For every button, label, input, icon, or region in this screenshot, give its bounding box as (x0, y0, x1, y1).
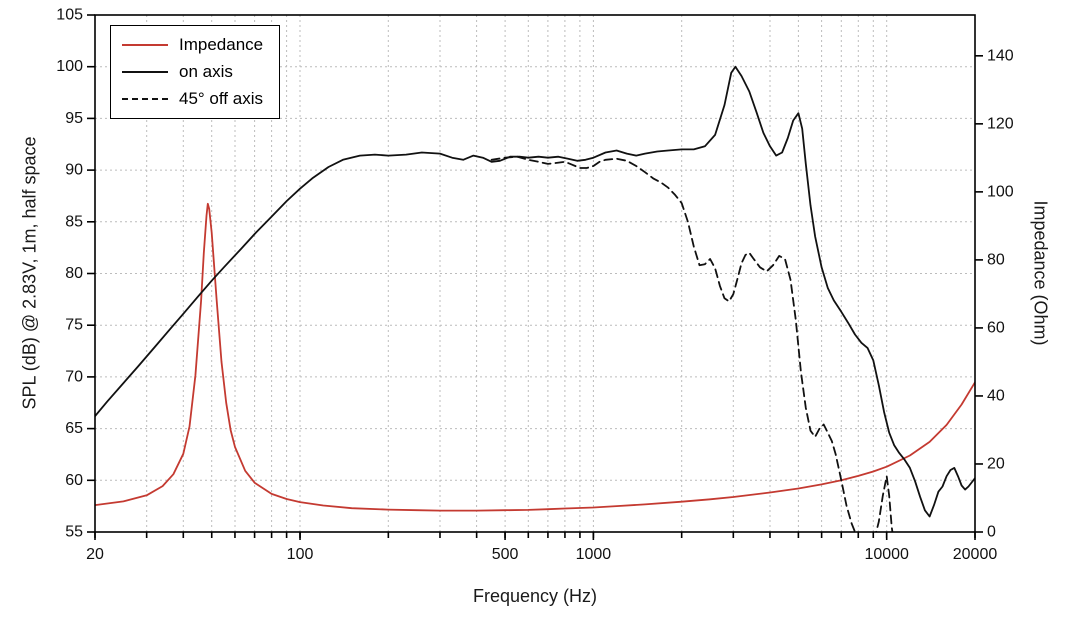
x-tick-label: 100 (287, 546, 314, 563)
legend-item-on-axis: on axis (122, 62, 263, 82)
gridlines (94, 14, 976, 533)
on-axis-line-swatch (122, 71, 168, 73)
right-tick-label: 140 (987, 47, 1014, 64)
legend-label-on-axis: on axis (179, 62, 233, 81)
left-tick-label: 80 (65, 265, 83, 282)
off-axis-45-curve (490, 155, 894, 532)
legend-item-45-off-axis: 45° off axis (122, 89, 263, 109)
x-tick-label: 500 (492, 546, 519, 563)
left-tick-label: 65 (65, 420, 83, 437)
right-y-axis-label: Impedance (Ohm) (1030, 200, 1051, 346)
left-tick-label: 70 (65, 368, 83, 385)
left-tick-label: 75 (65, 317, 83, 334)
right-tick-label: 0 (987, 524, 996, 541)
left-y-axis-label: SPL (dB) @ 2.83V, 1m, half space (19, 136, 40, 410)
right-tick-label: 100 (987, 183, 1014, 200)
x-tick-label: 10000 (864, 546, 909, 563)
x-tick-label: 1000 (576, 546, 612, 563)
right-tick-label: 40 (987, 387, 1005, 404)
left-tick-label: 90 (65, 162, 83, 179)
right-tick-label: 120 (987, 115, 1014, 132)
left-tick-label: 85 (65, 213, 83, 230)
legend: Impedance on axis 45° off axis (110, 25, 281, 119)
off-axis-line-swatch (122, 98, 168, 100)
left-tick-label: 95 (65, 110, 83, 127)
curves (95, 65, 975, 532)
impedance-line-swatch (122, 44, 168, 46)
left-tick-label: 105 (56, 7, 83, 24)
left-tick-label: 60 (65, 472, 83, 489)
legend-label-45-off-axis: 45° off axis (179, 89, 263, 108)
on-axis-curve (95, 65, 975, 518)
legend-item-impedance: Impedance (122, 35, 263, 55)
right-tick-label: 20 (987, 455, 1005, 472)
x-tick-label: 20000 (953, 546, 998, 563)
right-tick-label: 80 (987, 251, 1005, 268)
left-tick-label: 100 (56, 58, 83, 75)
x-tick-label: 20 (86, 546, 104, 563)
legend-label-impedance: Impedance (179, 35, 264, 54)
left-tick-label: 55 (65, 524, 83, 541)
ticks (87, 14, 983, 540)
impedance-curve (95, 202, 975, 512)
x-axis-label: Frequency (Hz) (472, 586, 598, 606)
tick-labels: 55 60 65 70 75 80 85 90 95 100 105 0 20 40 60 80 100 120 1… (56, 7, 1014, 564)
right-tick-label: 60 (987, 319, 1005, 336)
